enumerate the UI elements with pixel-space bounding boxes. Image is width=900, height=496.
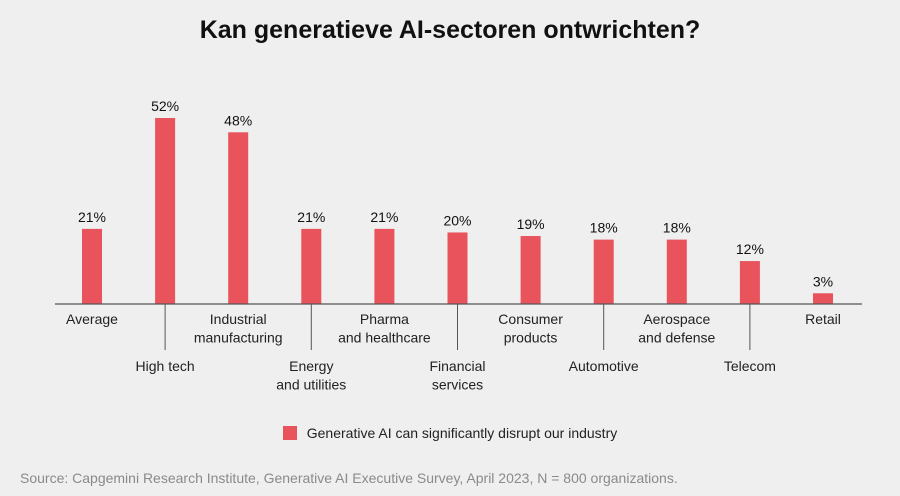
legend: Generative AI can significantly disrupt … <box>0 425 900 441</box>
bar-6 <box>520 236 541 304</box>
legend-swatch <box>282 426 297 440</box>
category-label-6: Consumer products <box>498 311 563 346</box>
chart-title: Kan generatieve AI-sectoren ontwrichten? <box>199 16 701 44</box>
bar-4 <box>374 228 395 304</box>
value-label-2: 48% <box>224 112 252 128</box>
bar-1 <box>155 118 176 304</box>
category-label-4: Pharma and healthcare <box>338 311 431 346</box>
bar-5 <box>447 232 468 304</box>
bar-8 <box>666 239 687 304</box>
category-label-10: Retail <box>805 311 841 327</box>
bar-chart: 21% 52% 48% 21% 21% 20% 19% 18% 18% 12% 3% Average H… <box>55 98 862 393</box>
source-note: Source: Capgemini Research Institute, Ge… <box>20 470 678 486</box>
category-label-8: Aerospace and defense <box>638 311 715 346</box>
value-label-6: 19% <box>517 216 545 232</box>
value-label-7: 18% <box>590 220 618 236</box>
category-label-9: Telecom <box>724 358 776 374</box>
value-label-5: 20% <box>443 212 471 228</box>
bar-7 <box>593 239 614 304</box>
category-label-3: Energy and utilities <box>276 358 346 393</box>
category-label-0: Average <box>66 311 118 327</box>
category-label-1: High tech <box>136 358 195 374</box>
value-label-3: 21% <box>297 209 325 225</box>
value-label-1: 52% <box>151 98 179 114</box>
bar-10 <box>813 293 833 304</box>
value-label-4: 21% <box>370 209 398 225</box>
value-label-0: 21% <box>78 209 106 225</box>
value-label-9: 12% <box>736 241 764 257</box>
bar-2 <box>228 132 249 304</box>
bar-3 <box>301 228 322 304</box>
bar-0 <box>82 228 102 304</box>
legend-label: Generative AI can significantly disrupt … <box>306 425 618 441</box>
category-label-5: Financial services <box>429 358 485 393</box>
category-label-7: Automotive <box>569 358 639 374</box>
value-label-8: 18% <box>663 220 691 236</box>
value-label-10: 3% <box>813 273 833 289</box>
category-label-2: Industrial manufacturing <box>194 311 283 346</box>
bar-9 <box>739 261 760 304</box>
